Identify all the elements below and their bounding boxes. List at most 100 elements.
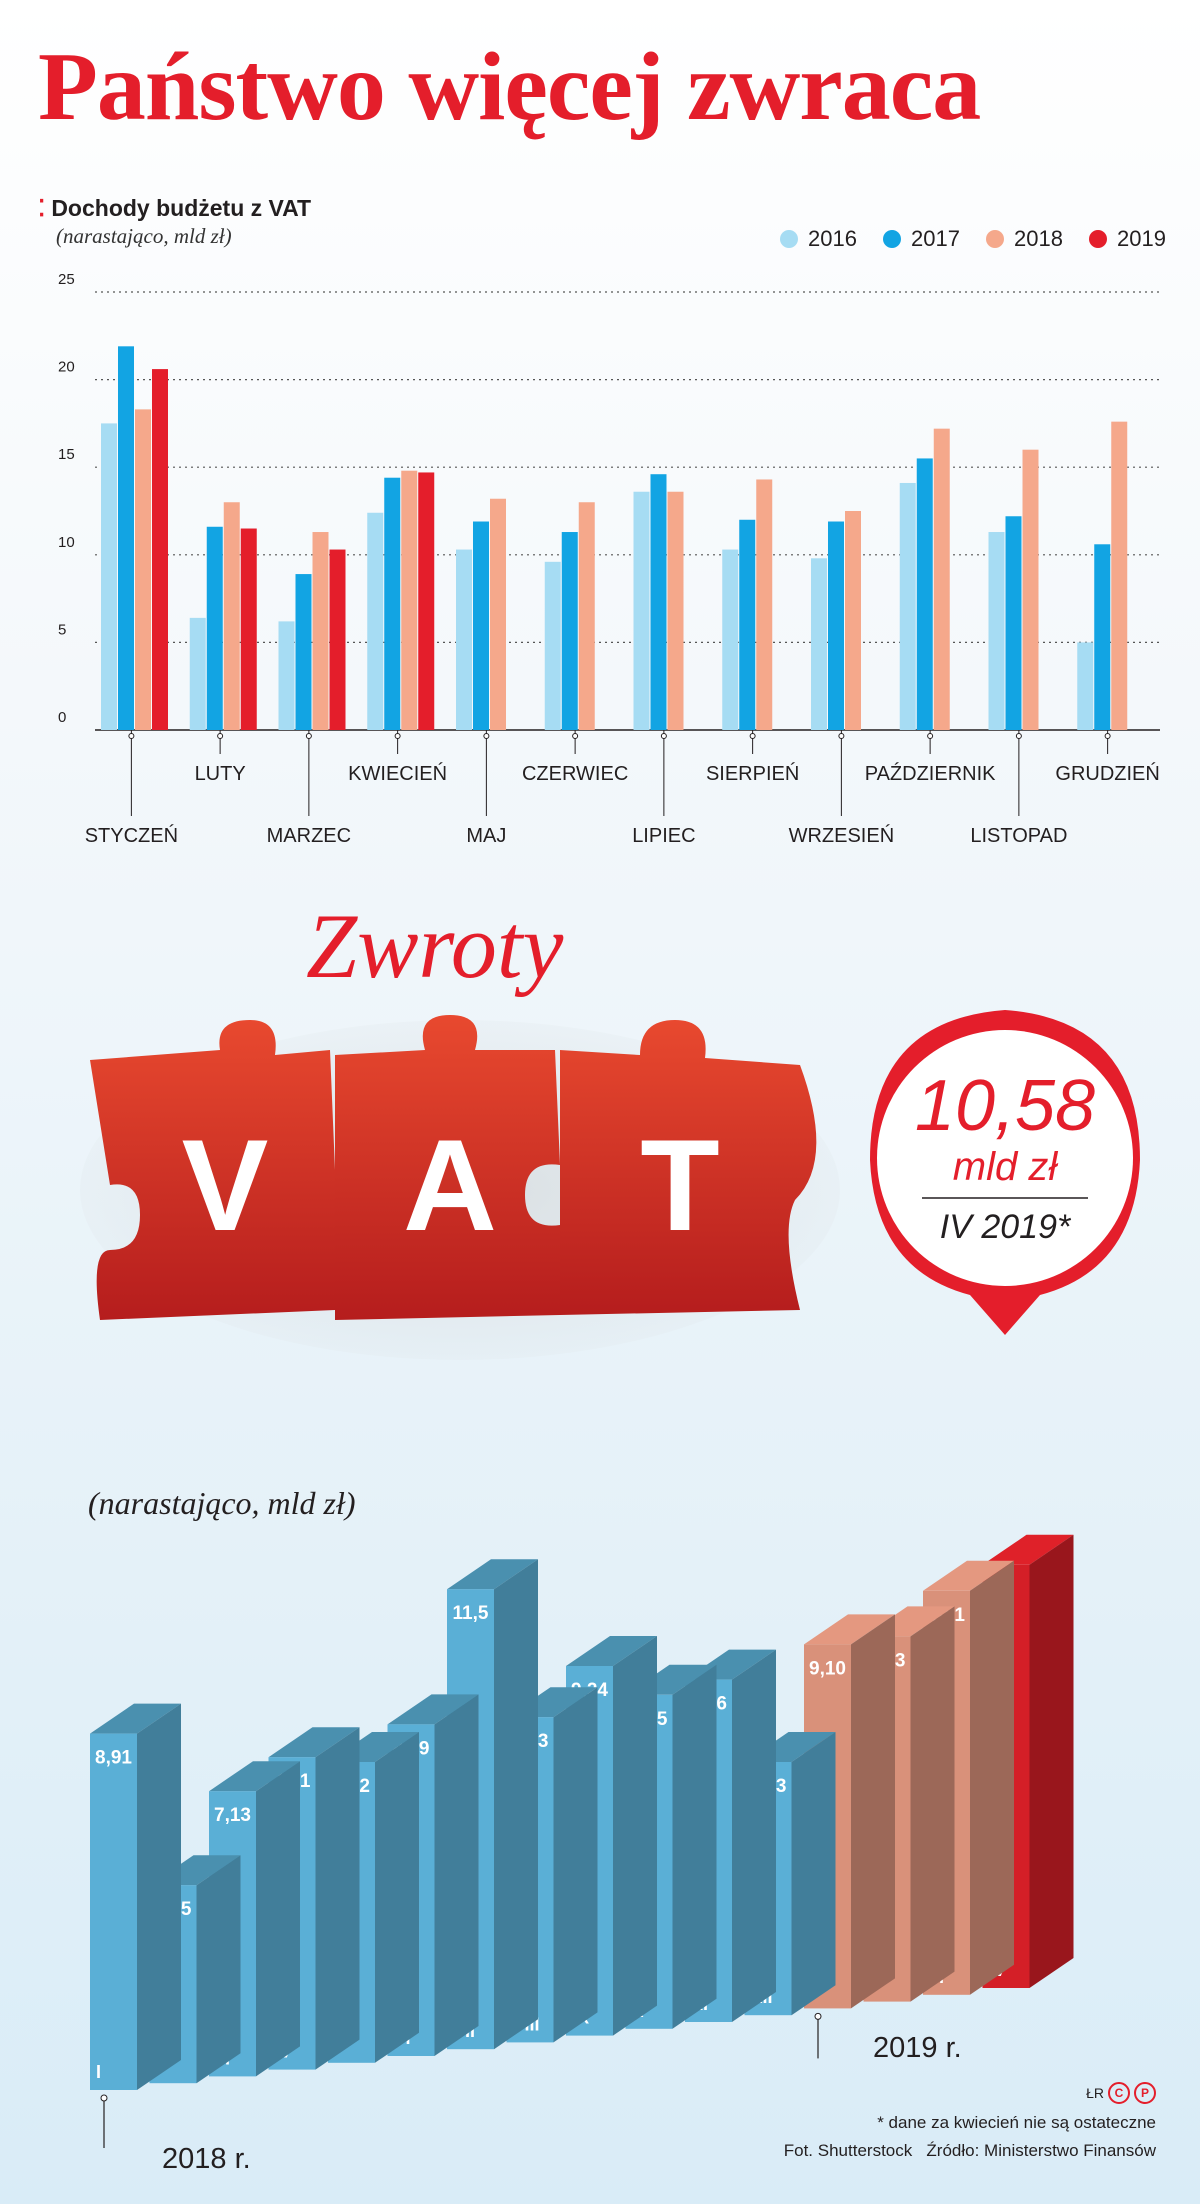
bar-value-label: 11,5 [453,1603,489,1624]
bar-2016 [1077,642,1094,730]
bar-2016 [544,561,561,730]
bar-side-face [315,1727,360,2070]
bar-2016 [101,423,117,730]
bar-side-face [256,1761,300,2077]
y-tick-label: 10 [58,534,75,551]
legend-2018: 2018 [986,226,1063,252]
vat-refunds-heading: Zwroty [306,895,564,997]
bar-top-face [923,1560,1014,1591]
year-2018-marker-dot [100,2094,108,2102]
bar-value-label: 8,91 [95,1748,132,1769]
bullet-icon: ⁚ [38,195,46,221]
bar-2017 [916,458,933,730]
copyright-icon: C [1108,2082,1130,2104]
footnote: * dane za kwiecień nie są ostateczne [877,2113,1156,2132]
bar-2017 [650,474,667,730]
bar-2018 [401,470,418,730]
category-tick-marker [305,733,312,739]
category-tick-marker [572,733,579,739]
bar-2017 [1094,544,1111,730]
y-tick-label: 0 [58,709,66,726]
bar-2018 [756,479,773,730]
y-tick-label: 5 [58,621,66,638]
category-tick-marker [394,733,401,739]
category-label: MARZEC [267,825,351,847]
bar-2019 [418,472,435,730]
bar-top-face [982,1534,1074,1565]
bar-value-label: 7,13 [214,1805,251,1826]
bar-2017 [384,477,401,730]
puzzle-piece-t: T [560,1020,817,1315]
bar-2017 [561,532,578,730]
bar-side-face [613,1636,657,2036]
legend-2017: 2017 [883,226,960,252]
bar-2018 [223,502,240,730]
bar-month-label: I [96,2062,101,2082]
year-2019-marker-dot [814,2012,822,2020]
bar-2018 [933,428,950,730]
bar-top-face [447,1559,538,1590]
bar-2017 [295,574,312,730]
bar-side-face [791,1732,836,2016]
bar-side-face [196,1855,241,2084]
category-tick-marker [838,733,845,739]
bar-top-face [90,1703,181,1734]
bar-2016 [811,558,827,730]
author-logo: ŁR C P [1086,2082,1156,2104]
bar-2016 [278,621,295,730]
legend-2018-label: 2018 [1014,226,1063,251]
category-tick-marker [483,733,490,739]
highlight-pin: 10,58 mld zł IV 2019* [870,1010,1140,1335]
bar-2017 [739,519,756,730]
bar-2018 [667,491,684,730]
category-label: LISTOPAD [970,825,1067,847]
category-tick-marker [128,733,135,739]
highlight-unit: mld zł [953,1145,1059,1189]
bar-side-face [494,1559,538,2050]
bar-2018 [135,409,151,730]
category-label: SIERPIEŃ [706,762,799,785]
pin-inner-circle [877,1030,1133,1286]
legend-2019-label: 2019 [1117,226,1166,251]
bar-2017 [206,526,223,730]
bar-top-face [566,1636,657,1666]
photo-credit: Fot. Shutterstock [783,2141,913,2160]
legend-2017-label: 2017 [911,226,960,251]
bar-2018 [1022,449,1039,730]
legend-2017-swatch [883,230,901,248]
category-tick-marker [660,733,667,739]
bar-side-face [910,1606,955,2002]
vat-refunds-chart: IV10,1III9,13II9,10I6,33XII8,56XI8,35X9,… [90,1534,1074,2148]
bar-side-face [553,1687,598,2043]
bar-2019 [329,549,346,730]
bar-side-face [1029,1534,1074,1988]
bar-side-face [137,1703,181,2090]
category-label: PAŹDZIERNIK [865,762,996,785]
y-tick-label: 20 [58,359,75,376]
bar-2017 [473,521,489,730]
highlight-period: IV 2019* [940,1208,1072,1246]
category-tick-marker [927,733,934,739]
bar-2017 [118,346,134,730]
bar-side-face [851,1614,895,2009]
highlight-value: 10,58 [915,1066,1095,1146]
puzzle-letter-t: T [640,1112,719,1258]
bar-side-face [375,1732,419,2063]
bar-2016 [633,491,650,730]
page-title: Państwo więcej zwraca [38,33,981,141]
bar-2017 [1005,516,1022,730]
bar-side-face [434,1694,479,2056]
puzzle-letter-a: A [403,1112,497,1258]
puzzle-piece-a: A [335,1015,560,1320]
category-tick-marker [217,733,224,739]
puzzle-letter-v: V [182,1112,269,1258]
bar-top-face [268,1727,360,1758]
vat-income-chart: 0 5 10 15 20 25 STYCZEŃ LUTY MARZEC KWIECIEŃ MAJ CZ… [58,271,1160,847]
y-tick-label: 15 [58,446,75,463]
chart1-unit: (narastająco, mld zł) [56,224,232,248]
chart1-title-text: Dochody budżetu z VAT [51,195,312,221]
data-source: Źródło: Ministerstwo Finansów [926,2141,1156,2160]
bar-2016 [456,549,472,730]
bar-value-label: 9,10 [809,1658,846,1679]
chart1-title: ⁚ Dochody budżetu z VAT [38,195,311,222]
